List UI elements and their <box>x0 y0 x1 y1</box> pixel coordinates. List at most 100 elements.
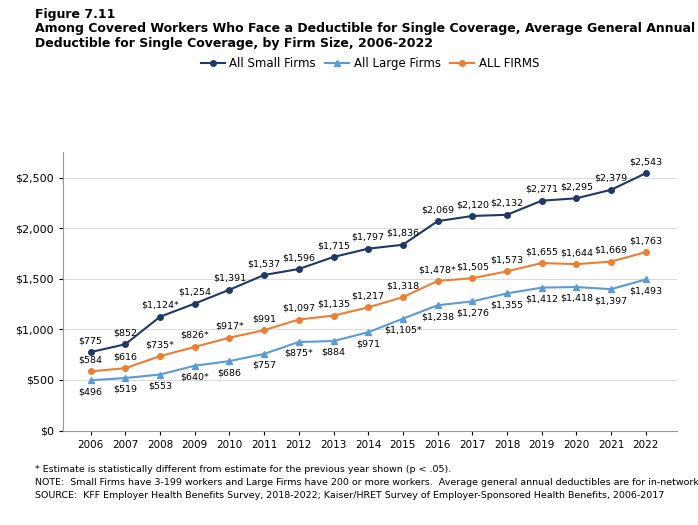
All Large Firms <box>191 363 199 369</box>
Text: $519: $519 <box>113 385 138 394</box>
All Small Firms <box>260 272 268 278</box>
Text: $971: $971 <box>356 339 380 348</box>
Text: $1,318: $1,318 <box>387 281 419 290</box>
All Small Firms <box>503 212 511 218</box>
Text: * Estimate is statistically different from estimate for the previous year shown : * Estimate is statistically different fr… <box>35 465 451 474</box>
All Small Firms <box>641 170 650 176</box>
Text: $1,254: $1,254 <box>178 288 211 297</box>
All Small Firms <box>468 213 477 219</box>
All Large Firms <box>329 338 338 344</box>
ALL FIRMS <box>121 365 129 371</box>
ALL FIRMS <box>641 249 650 255</box>
Text: $1,505: $1,505 <box>456 262 489 271</box>
Text: $1,537: $1,537 <box>248 259 281 268</box>
Text: $1,715: $1,715 <box>317 241 350 250</box>
ALL FIRMS <box>399 294 407 300</box>
Text: $884: $884 <box>322 348 346 357</box>
Text: $1,135: $1,135 <box>317 300 350 309</box>
All Small Firms <box>399 242 407 248</box>
Text: $1,797: $1,797 <box>352 233 385 242</box>
Text: $1,391: $1,391 <box>213 274 246 283</box>
Text: $1,097: $1,097 <box>282 303 315 312</box>
All Large Firms <box>399 316 407 322</box>
Text: $875*: $875* <box>284 349 313 358</box>
All Small Firms <box>121 341 129 348</box>
ALL FIRMS <box>364 304 373 310</box>
Text: $584: $584 <box>79 355 103 364</box>
ALL FIRMS <box>295 317 303 323</box>
All Small Firms <box>87 349 95 355</box>
Text: $686: $686 <box>217 368 242 377</box>
All Large Firms <box>295 339 303 345</box>
All Small Firms <box>607 187 616 193</box>
Text: $1,478*: $1,478* <box>419 265 456 274</box>
ALL FIRMS <box>329 312 338 319</box>
ALL FIRMS <box>260 327 268 333</box>
Text: $991: $991 <box>252 314 276 323</box>
Text: $1,412: $1,412 <box>525 295 558 303</box>
ALL FIRMS <box>607 258 616 265</box>
Text: $1,493: $1,493 <box>630 286 662 296</box>
All Large Firms <box>225 358 234 364</box>
All Large Firms <box>121 375 129 381</box>
All Large Firms <box>641 276 650 282</box>
ALL FIRMS <box>87 368 95 374</box>
ALL FIRMS <box>225 334 234 341</box>
All Large Firms <box>537 285 546 291</box>
Text: $1,596: $1,596 <box>282 253 315 262</box>
Text: $1,276: $1,276 <box>456 308 489 317</box>
Text: $1,669: $1,669 <box>595 246 628 255</box>
Text: $1,836: $1,836 <box>387 229 419 238</box>
All Large Firms <box>468 298 477 304</box>
Text: $2,379: $2,379 <box>595 174 628 183</box>
Text: $640*: $640* <box>180 373 209 382</box>
Text: $2,069: $2,069 <box>421 205 454 214</box>
Text: $735*: $735* <box>146 340 174 349</box>
All Small Firms <box>191 300 199 307</box>
All Small Firms <box>537 197 546 204</box>
Text: $1,105*: $1,105* <box>384 326 422 334</box>
All Small Firms <box>572 195 581 202</box>
Text: Deductible for Single Coverage, by Firm Size, 2006-2022: Deductible for Single Coverage, by Firm … <box>35 37 433 50</box>
All Small Firms <box>156 313 164 320</box>
Text: $1,418: $1,418 <box>560 294 593 303</box>
ALL FIRMS <box>503 268 511 275</box>
All Small Firms <box>225 287 234 293</box>
All Small Firms <box>295 266 303 272</box>
Text: $917*: $917* <box>215 322 244 331</box>
Text: $826*: $826* <box>180 331 209 340</box>
All Large Firms <box>572 284 581 290</box>
All Large Firms <box>503 290 511 297</box>
Text: $2,271: $2,271 <box>525 185 558 194</box>
Text: $775: $775 <box>79 336 103 345</box>
Text: $616: $616 <box>113 352 138 361</box>
Text: $496: $496 <box>79 387 103 396</box>
Text: $1,397: $1,397 <box>595 296 628 305</box>
Text: $852: $852 <box>113 328 138 338</box>
ALL FIRMS <box>191 344 199 350</box>
Text: $757: $757 <box>252 361 276 370</box>
Line: ALL FIRMS: ALL FIRMS <box>88 249 648 374</box>
All Large Firms <box>364 329 373 335</box>
Text: $2,120: $2,120 <box>456 200 489 209</box>
All Large Firms <box>433 302 442 308</box>
Text: $1,655: $1,655 <box>525 247 558 256</box>
All Small Firms <box>364 246 373 252</box>
Text: $2,543: $2,543 <box>630 158 662 166</box>
Text: $1,763: $1,763 <box>630 236 662 245</box>
Text: $2,295: $2,295 <box>560 182 593 191</box>
Text: Among Covered Workers Who Face a Deductible for Single Coverage, Average General: Among Covered Workers Who Face a Deducti… <box>35 22 695 35</box>
Text: NOTE:  Small Firms have 3-199 workers and Large Firms have 200 or more workers. : NOTE: Small Firms have 3-199 workers and… <box>35 478 698 487</box>
Text: $2,132: $2,132 <box>491 199 524 208</box>
ALL FIRMS <box>537 260 546 266</box>
All Large Firms <box>260 351 268 357</box>
ALL FIRMS <box>572 261 581 267</box>
Legend: All Small Firms, All Large Firms, ALL FIRMS: All Small Firms, All Large Firms, ALL FI… <box>196 52 544 75</box>
Text: $553: $553 <box>148 382 172 391</box>
Text: Figure 7.11: Figure 7.11 <box>35 8 115 21</box>
All Large Firms <box>156 371 164 377</box>
ALL FIRMS <box>468 275 477 281</box>
Text: $1,644: $1,644 <box>560 248 593 257</box>
Text: $1,573: $1,573 <box>491 255 524 265</box>
Text: SOURCE:  KFF Employer Health Benefits Survey, 2018-2022; Kaiser/HRET Survey of E: SOURCE: KFF Employer Health Benefits Sur… <box>35 491 664 500</box>
